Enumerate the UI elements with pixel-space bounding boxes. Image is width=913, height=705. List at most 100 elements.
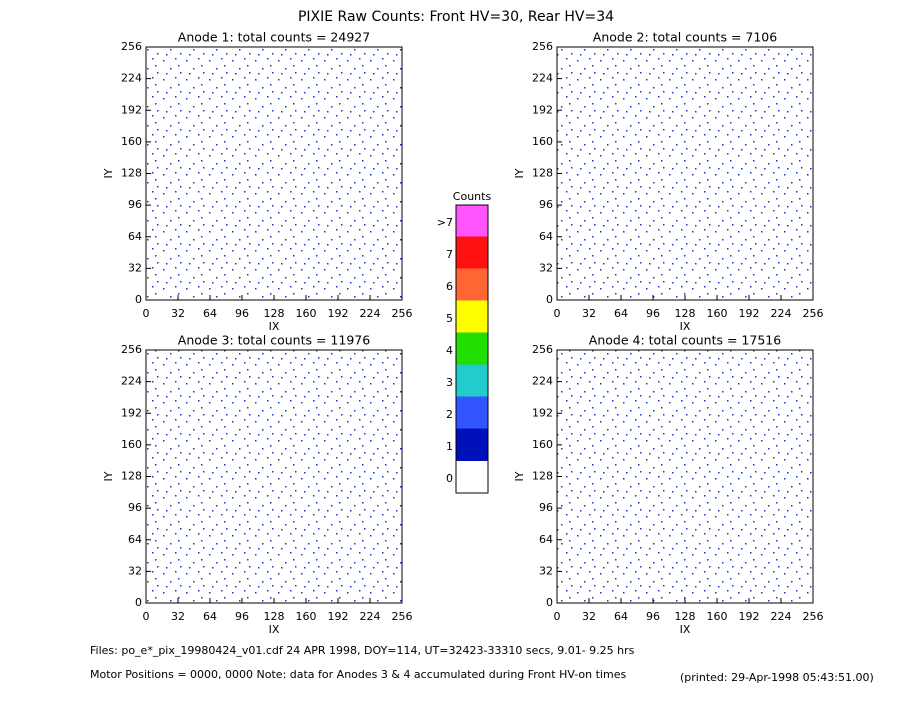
colorbar-label: 6 (446, 280, 453, 293)
colorbar-swatch (455, 428, 489, 462)
y-tick-label: 96 (128, 501, 142, 514)
plot-area (556, 349, 814, 604)
y-tick-label: 224 (121, 375, 142, 388)
y-tick-label: 96 (539, 501, 553, 514)
y-tick-label: 224 (532, 375, 553, 388)
x-tick-label: 64 (203, 610, 217, 623)
y-tick-label: 224 (532, 72, 553, 85)
y-tick-label: 32 (539, 261, 553, 274)
y-tick-label: 256 (532, 40, 553, 53)
x-tick-label: 128 (675, 307, 696, 320)
y-tick-label: 192 (121, 406, 142, 419)
y-axis-label: IY (102, 471, 115, 481)
x-axis-label: IX (269, 320, 280, 333)
colorbar-frame (455, 204, 489, 494)
y-tick-label: 160 (121, 438, 142, 451)
y-tick-label: 192 (121, 103, 142, 116)
y-tick-label: 0 (546, 596, 553, 609)
y-tick-label: 160 (121, 135, 142, 148)
y-tick-label: 224 (121, 72, 142, 85)
x-tick-label: 96 (235, 610, 249, 623)
x-tick-label: 192 (328, 307, 349, 320)
y-tick-label: 128 (121, 167, 142, 180)
y-axis-label: IY (102, 168, 115, 178)
plot-area (145, 46, 403, 301)
x-tick-label: 256 (803, 610, 824, 623)
y-tick-label: 0 (135, 293, 142, 306)
x-tick-label: 0 (554, 610, 561, 623)
panel-title: Anode 4: total counts = 17516 (589, 333, 781, 348)
y-tick-label: 32 (539, 564, 553, 577)
colorbar-label: 5 (446, 312, 453, 325)
y-tick-label: 32 (128, 261, 142, 274)
colorbar-title: Counts (453, 190, 492, 203)
x-tick-label: 128 (264, 610, 285, 623)
footer-printed: (printed: 29-Apr-1998 05:43:51.00) (680, 671, 874, 684)
y-tick-label: 256 (121, 343, 142, 356)
y-tick-label: 256 (532, 343, 553, 356)
x-tick-label: 128 (675, 610, 696, 623)
x-tick-label: 32 (171, 307, 185, 320)
x-tick-label: 256 (803, 307, 824, 320)
panel-title: Anode 3: total counts = 11976 (178, 333, 370, 348)
y-tick-label: 128 (532, 167, 553, 180)
page-title: PIXIE Raw Counts: Front HV=30, Rear HV=3… (298, 9, 614, 25)
x-axis-label: IX (680, 320, 691, 333)
colorbar-label: 7 (446, 248, 453, 261)
x-tick-label: 64 (203, 307, 217, 320)
colorbar-swatch (456, 461, 488, 493)
y-tick-label: 64 (128, 533, 142, 546)
y-axis-label: IY (513, 471, 526, 481)
x-tick-label: 224 (360, 307, 381, 320)
colorbar-swatch (455, 364, 489, 398)
y-tick-label: 0 (546, 293, 553, 306)
x-tick-label: 96 (235, 307, 249, 320)
plot-area (556, 46, 814, 301)
x-tick-label: 256 (392, 307, 413, 320)
y-tick-label: 128 (532, 470, 553, 483)
colorbar-swatch (455, 300, 489, 334)
footer-motor: Motor Positions = 0000, 0000 Note: data … (90, 668, 626, 681)
x-tick-label: 128 (264, 307, 285, 320)
x-tick-label: 32 (582, 610, 596, 623)
colorbar-label: 0 (446, 472, 453, 485)
x-tick-label: 256 (392, 610, 413, 623)
y-tick-label: 64 (539, 230, 553, 243)
x-tick-label: 224 (771, 610, 792, 623)
x-tick-label: 224 (360, 610, 381, 623)
colorbar-swatch (455, 268, 489, 302)
colorbar-label: 3 (446, 376, 453, 389)
x-tick-label: 160 (707, 610, 728, 623)
y-tick-label: 192 (532, 103, 553, 116)
colorbar-swatch (455, 332, 489, 366)
colorbar-label: 4 (446, 344, 453, 357)
x-tick-label: 0 (143, 610, 150, 623)
y-tick-label: 160 (532, 135, 553, 148)
x-tick-label: 192 (328, 610, 349, 623)
x-tick-label: 32 (171, 610, 185, 623)
y-axis-label: IY (513, 168, 526, 178)
x-tick-label: 64 (614, 307, 628, 320)
x-tick-label: 224 (771, 307, 792, 320)
colorbar-label: 2 (446, 408, 453, 421)
x-tick-label: 160 (296, 307, 317, 320)
colorbar-swatch (455, 396, 489, 430)
x-axis-label: IX (680, 623, 691, 636)
panel-title: Anode 1: total counts = 24927 (178, 30, 370, 45)
x-tick-label: 96 (646, 307, 660, 320)
x-tick-label: 0 (554, 307, 561, 320)
footer-files: Files: po_e*_pix_19980424_v01.cdf 24 APR… (90, 644, 635, 657)
panel-title: Anode 2: total counts = 7106 (593, 30, 777, 45)
colorbar-label: >7 (437, 216, 453, 229)
y-tick-label: 64 (128, 230, 142, 243)
plot-area (145, 349, 403, 604)
y-tick-label: 192 (532, 406, 553, 419)
x-tick-label: 192 (739, 307, 760, 320)
y-tick-label: 0 (135, 596, 142, 609)
colorbar-label: 1 (446, 440, 453, 453)
y-tick-label: 256 (121, 40, 142, 53)
x-tick-label: 160 (296, 610, 317, 623)
y-tick-label: 128 (121, 470, 142, 483)
x-tick-label: 0 (143, 307, 150, 320)
